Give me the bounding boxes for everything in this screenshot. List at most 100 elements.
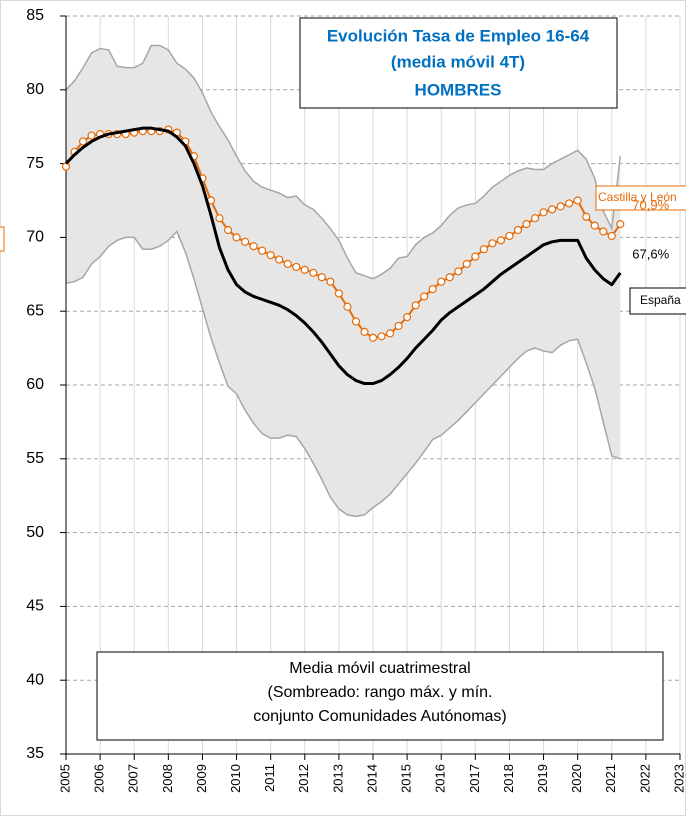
point	[471, 252, 480, 261]
point	[616, 220, 625, 229]
point	[437, 277, 446, 286]
series-label-box	[595, 185, 686, 211]
x-tick-label: 2019	[535, 764, 550, 793]
x-tick-label: 2020	[569, 764, 584, 793]
y-tick-label: 60	[26, 376, 44, 393]
point	[573, 196, 582, 205]
point	[513, 225, 523, 235]
x-tick-label: 2011	[262, 764, 277, 792]
y-tick-label: 35	[26, 745, 44, 762]
x-tick-label: 2018	[501, 764, 516, 793]
y-tick-label: 80	[26, 81, 44, 98]
band-edge	[65, 230, 621, 518]
y-tick-label: 45	[26, 598, 44, 615]
point	[607, 231, 616, 241]
point	[368, 333, 378, 342]
x-tick-label: 2015	[399, 764, 414, 793]
point	[326, 277, 335, 286]
point	[240, 237, 250, 246]
series-line	[64, 126, 622, 386]
point	[565, 199, 574, 208]
series-label: España	[640, 293, 681, 307]
y-tick-label: 50	[26, 524, 44, 541]
point	[258, 246, 267, 255]
y-tick-label: 70	[26, 229, 44, 246]
plot-area: 2005 2006 2007 2008 2009 2010 2011 2012 2013 2014…	[26, 7, 686, 793]
x-tick-label: 2021	[603, 764, 618, 793]
point	[215, 214, 224, 223]
point	[599, 227, 608, 236]
annotation: Media móvil cuatrimestral	[289, 660, 470, 677]
point	[582, 212, 591, 221]
point	[530, 214, 540, 223]
x-tick-label: 2013	[330, 764, 345, 793]
point	[522, 220, 531, 229]
point	[283, 259, 292, 269]
point	[496, 236, 506, 245]
point	[249, 242, 258, 251]
x-tick-label: 2007	[126, 764, 141, 793]
band-edge	[65, 44, 622, 280]
x-tick-label: 2023	[671, 764, 686, 793]
note-box	[96, 651, 664, 741]
x-tick-label: 2017	[467, 764, 482, 793]
point	[445, 273, 454, 282]
x-tick-label: 2014	[364, 764, 379, 793]
x-tick-label: 2009	[194, 764, 209, 793]
x-tick-label: 2008	[160, 764, 175, 793]
point	[351, 317, 361, 326]
point	[275, 255, 284, 264]
point	[385, 329, 395, 338]
point	[590, 221, 599, 230]
x-tick-label: 2005	[57, 764, 72, 793]
point	[87, 131, 96, 140]
point	[292, 262, 301, 272]
range-band	[66, 45, 621, 517]
title-box	[299, 17, 618, 109]
point	[556, 202, 565, 211]
point	[488, 239, 497, 248]
cropped-label-box	[0, 226, 5, 252]
series-label-box	[629, 287, 686, 315]
annotation: (Sombreado: rango máx. y mín.	[268, 684, 493, 701]
point	[411, 301, 420, 310]
x-tick-label: 2010	[228, 764, 243, 793]
point	[428, 284, 437, 294]
x-tick-label: 2006	[92, 764, 107, 793]
x-tick-label: 2012	[296, 764, 311, 793]
point	[309, 268, 318, 277]
point	[403, 313, 412, 322]
point	[334, 289, 343, 298]
point	[78, 137, 88, 146]
point	[479, 245, 488, 254]
y-tick-label: 85	[26, 7, 44, 24]
point	[300, 265, 309, 274]
chart-title: (media móvil 4T)	[391, 52, 525, 71]
y-tick-label: 75	[26, 155, 44, 172]
point	[420, 292, 429, 301]
point	[317, 273, 326, 282]
point	[505, 231, 514, 241]
x-tick-label: 2022	[637, 764, 652, 793]
y-tick-label: 65	[26, 302, 44, 319]
point	[360, 327, 369, 336]
value-label: 67,6%	[632, 246, 669, 261]
point	[454, 267, 463, 276]
point	[394, 321, 403, 331]
chart-title: HOMBRES	[415, 80, 502, 99]
point	[377, 332, 386, 341]
chart-title: Evolución Tasa de Empleo 16-64	[327, 26, 590, 45]
point	[266, 251, 275, 260]
point	[223, 225, 233, 235]
value-label: 70,9%	[632, 198, 669, 213]
point	[539, 208, 548, 217]
point	[462, 259, 471, 269]
point	[232, 233, 241, 242]
annotation: conjunto Comunidades Autónomas)	[253, 708, 507, 725]
point	[547, 205, 557, 214]
point	[61, 162, 71, 171]
point	[343, 302, 352, 311]
x-tick-label: 2016	[433, 764, 448, 793]
y-tick-label: 55	[26, 450, 44, 467]
